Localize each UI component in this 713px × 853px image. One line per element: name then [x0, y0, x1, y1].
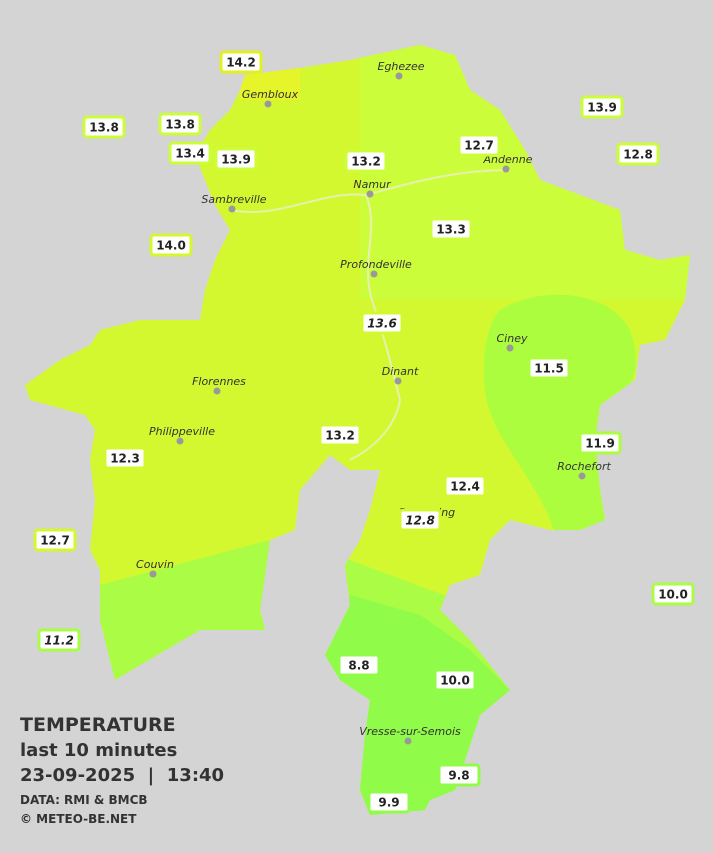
station-box: [158, 112, 202, 136]
place-label: Philippeville: [149, 425, 215, 438]
place-dot: [578, 472, 586, 480]
station-box: [33, 528, 77, 552]
timestamp: 23-09-2025 | 13:40: [20, 765, 224, 786]
station-box: [527, 356, 571, 380]
stations: 14.2 13.8 13.8 13.4 13.9 13.2 12.7 13.9 12.8 14.0…: [33, 50, 695, 814]
station-box: [214, 147, 258, 171]
zone-11: [483, 294, 636, 540]
station-value: 13.9: [587, 101, 617, 115]
credit: © METEO-BE.NET: [20, 812, 137, 826]
place-label: Profondeville: [340, 258, 412, 271]
station-value: 12.8: [405, 514, 435, 528]
place-dot: [366, 190, 374, 198]
station-value: 13.6: [367, 317, 397, 331]
station-box: [437, 763, 481, 787]
station-box: [168, 141, 212, 165]
station-value: 9.8: [448, 769, 469, 783]
station-box: [398, 508, 442, 532]
place-dot: [264, 100, 272, 108]
station-box: [443, 474, 487, 498]
station-value: 13.4: [175, 147, 205, 161]
place-dot: [370, 270, 378, 278]
place-dot: [176, 437, 184, 445]
place-label: Vresse-sur-Semois: [359, 725, 461, 738]
station-value: 9.9: [378, 796, 399, 810]
place-label: Florennes: [192, 375, 246, 388]
place-label: Eghezee: [378, 60, 425, 73]
station-box: [37, 628, 81, 652]
title: TEMPERATURE: [20, 714, 176, 736]
station-value: 13.3: [436, 223, 466, 237]
place-dot: [404, 737, 412, 745]
zone-9: [320, 595, 520, 815]
place-dot: [395, 72, 403, 80]
place-dot: [213, 387, 221, 395]
subtitle: last 10 minutes: [20, 740, 177, 761]
station-box: [433, 668, 477, 692]
place-label: Sambreville: [201, 193, 266, 206]
station-value: 11.9: [585, 437, 615, 451]
station-box: [360, 311, 404, 335]
station-value: 14.0: [156, 239, 186, 253]
place-label: Ciney: [497, 332, 528, 345]
place-dot: [149, 570, 157, 578]
station-box: [219, 50, 263, 74]
station-value: 12.4: [450, 480, 480, 494]
station-box: [616, 142, 660, 166]
station-value: 13.2: [351, 155, 381, 169]
station-value: 11.2: [44, 634, 74, 648]
station-value: 12.3: [110, 452, 140, 466]
station-box: [457, 133, 501, 157]
station-value: 10.0: [658, 588, 688, 602]
river: [349, 194, 402, 461]
station-value: 13.8: [89, 121, 119, 135]
places: GemblouxEghezeeAndenneSambrevilleNamurPr…: [136, 60, 611, 745]
place-label: Namur: [353, 178, 392, 191]
station-value: 14.2: [226, 56, 256, 70]
station-box: [103, 446, 147, 470]
place-dot: [228, 205, 236, 213]
station-value: 13.8: [165, 118, 195, 132]
station-box: [344, 149, 388, 173]
place-label: Rochefort: [557, 460, 611, 473]
station-value: 8.8: [348, 659, 369, 673]
station-box: [651, 582, 695, 606]
place-label: Couvin: [136, 558, 174, 571]
station-box: [149, 233, 193, 257]
station-box: [367, 790, 411, 814]
station-box: [337, 653, 381, 677]
station-value: 12.8: [623, 148, 653, 162]
station-value: 12.7: [40, 534, 70, 548]
place-dot: [506, 344, 514, 352]
place-dot: [394, 377, 402, 385]
station-value: 11.5: [534, 362, 564, 376]
station-box: [429, 217, 473, 241]
place-label: Dinant: [382, 365, 419, 378]
place-label: Gembloux: [242, 88, 299, 101]
station-box: [578, 431, 622, 455]
station-box: [318, 423, 362, 447]
station-value: 12.7: [464, 139, 494, 153]
station-value: 13.2: [325, 429, 355, 443]
station-value: 13.9: [221, 153, 251, 167]
station-box: [82, 115, 126, 139]
source: DATA: RMI & BMCB: [20, 793, 148, 807]
station-value: 10.0: [440, 674, 470, 688]
place-dot: [502, 165, 510, 173]
station-box: [580, 95, 624, 119]
river: [229, 169, 511, 214]
